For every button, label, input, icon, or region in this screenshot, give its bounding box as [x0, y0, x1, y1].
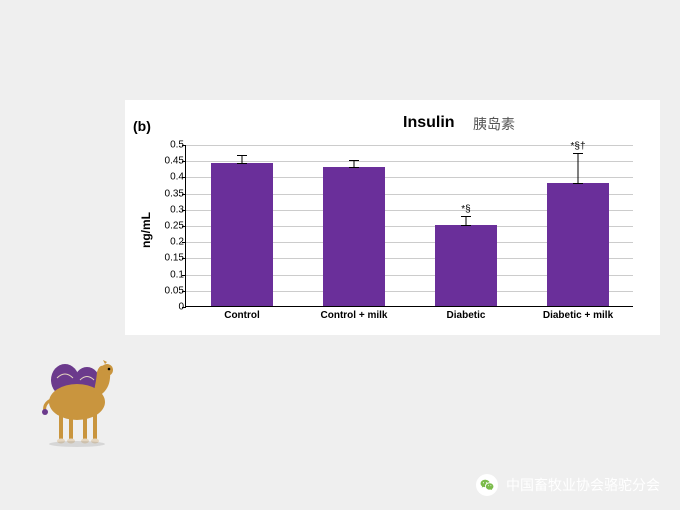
xtick-label: Control + milk — [321, 310, 388, 321]
bar — [323, 167, 385, 306]
ytick-label: 0.3 — [170, 204, 184, 215]
camel-illustration — [35, 350, 125, 450]
ytick-label: 0.15 — [165, 253, 184, 264]
bar — [211, 163, 273, 306]
ytick-label: 0.25 — [165, 221, 184, 232]
xtick-label: Diabetic — [447, 310, 486, 321]
chart-title: Insulin — [403, 114, 455, 132]
gridline — [186, 161, 633, 162]
ytick-label: 0.2 — [170, 237, 184, 248]
footer-watermark: 中国畜牧业协会骆驼分会 — [476, 474, 660, 496]
xtick-label: Diabetic + milk — [543, 310, 613, 321]
significance-label: *§ — [461, 204, 470, 215]
gridline — [186, 145, 633, 146]
ytick-label: 0.45 — [165, 156, 184, 167]
significance-label: *§† — [570, 141, 585, 152]
wechat-icon — [476, 474, 498, 496]
bar — [435, 225, 497, 306]
panel-label: (b) — [133, 118, 151, 134]
footer-text: 中国畜牧业协会骆驼分会 — [506, 475, 660, 495]
ytick-label: 0 — [178, 302, 184, 313]
ytick-label: 0.35 — [165, 188, 184, 199]
plot-area: 00.050.10.150.20.250.30.350.40.450.5Cont… — [185, 145, 633, 307]
bar — [547, 183, 609, 306]
ytick-label: 0.1 — [170, 269, 184, 280]
ytick-label: 0.4 — [170, 172, 184, 183]
xtick-label: Control — [224, 310, 260, 321]
chart-panel: (b) Insulin 胰岛素 ng/mL 00.050.10.150.20.2… — [125, 100, 660, 335]
ytick-label: 0.5 — [170, 140, 184, 151]
chart-subtitle: 胰岛素 — [473, 114, 515, 134]
y-axis-label: ng/mL — [139, 212, 153, 248]
ytick-label: 0.05 — [165, 285, 184, 296]
